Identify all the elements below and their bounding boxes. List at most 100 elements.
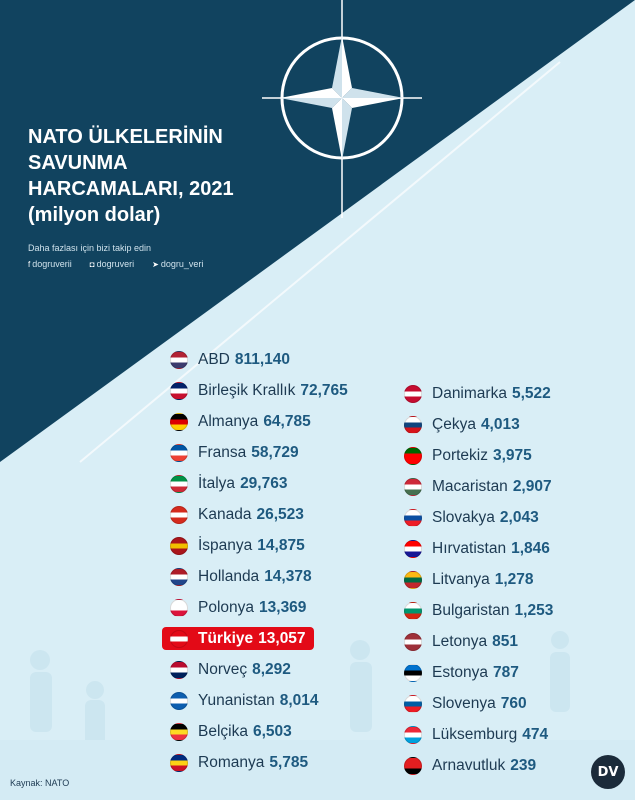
country-name: Kanada xyxy=(198,505,252,523)
table-row: İspanya 14,875 xyxy=(170,530,348,561)
flag-icon xyxy=(404,446,422,465)
flag-icon xyxy=(404,477,422,496)
country-name: Bulgaristan xyxy=(432,601,510,619)
country-name: Lüksemburg xyxy=(432,725,518,743)
country-value: 5,785 xyxy=(269,753,309,771)
country-name: Romanya xyxy=(198,753,265,771)
country-name: Fransa xyxy=(198,443,247,461)
social-facebook[interactable]: f dogruverii xyxy=(28,259,72,269)
table-row: Slovenya 760 xyxy=(404,688,553,719)
country-name: Türkiye xyxy=(198,629,254,647)
table-row: Fransa 58,729 xyxy=(170,437,348,468)
table-row: Lüksemburg 474 xyxy=(404,719,553,750)
table-row: Kanada 26,523 xyxy=(170,499,348,530)
flag-icon xyxy=(170,381,188,400)
country-value: 64,785 xyxy=(263,412,311,430)
flag-icon xyxy=(404,508,422,527)
country-value: 13,369 xyxy=(259,598,307,616)
country-name: Macaristan xyxy=(432,477,508,495)
country-name: Norveç xyxy=(198,660,248,678)
table-row: Norveç 8,292 xyxy=(170,654,348,685)
flag-icon xyxy=(170,567,188,586)
country-value: 5,522 xyxy=(511,384,551,402)
table-row: Bulgaristan 1,253 xyxy=(404,595,553,626)
flag-icon xyxy=(170,474,188,493)
flag-icon xyxy=(170,753,188,772)
country-value: 3,975 xyxy=(493,446,532,464)
social-twitter[interactable]: ➤ dogru_veri xyxy=(152,259,203,269)
country-value: 474 xyxy=(522,725,549,743)
country-value: 72,765 xyxy=(300,381,348,399)
table-row: Danimarka 5,522 xyxy=(404,378,553,409)
flag-icon xyxy=(404,384,422,403)
flag-icon xyxy=(404,539,422,558)
flag-icon xyxy=(404,725,422,744)
country-value: 811,140 xyxy=(234,350,291,368)
country-value: 239 xyxy=(510,756,537,774)
flag-icon xyxy=(170,536,188,555)
country-name: Yunanistan xyxy=(198,691,275,709)
country-value: 787 xyxy=(493,663,519,681)
flag-icon xyxy=(404,601,422,620)
title-line: SAVUNMA xyxy=(28,152,128,174)
table-row: Letonya 851 xyxy=(404,626,553,657)
dogruveri-logo: DV xyxy=(591,755,625,789)
country-name: Portekiz xyxy=(432,446,488,464)
country-name: ABD xyxy=(198,350,230,368)
flag-icon xyxy=(170,722,188,741)
table-row: Yunanistan 8,014 xyxy=(170,685,348,716)
table-row: Arnavutluk 239 xyxy=(404,750,553,781)
country-value: 851 xyxy=(492,632,519,650)
flag-icon xyxy=(404,415,422,434)
country-value: 1,846 xyxy=(511,539,550,557)
dark-panel xyxy=(0,0,635,462)
country-name: Arnavutluk xyxy=(432,756,506,774)
title-line: HARCAMALARI, 2021 xyxy=(28,178,234,200)
country-name: Danimarka xyxy=(432,384,507,402)
country-value: 8,014 xyxy=(279,691,319,709)
table-row: Almanya 64,785 xyxy=(170,406,348,437)
title-line: NATO ÜLKELERİNİN xyxy=(28,126,223,148)
country-value: 13,057 xyxy=(258,629,306,647)
country-value: 2,907 xyxy=(512,477,552,495)
table-row: Belçika 6,503 xyxy=(170,716,348,747)
country-name: Birleşik Krallık xyxy=(198,381,296,399)
chart-title: NATO ÜLKELERİNİN SAVUNMA HARCAMALARI, 20… xyxy=(28,124,268,228)
table-row: Slovakya 2,043 xyxy=(404,502,553,533)
twitter-icon: ➤ xyxy=(152,259,159,269)
table-row: Hollanda 14,378 xyxy=(170,561,348,592)
country-value: 4,013 xyxy=(480,415,520,433)
flag-icon xyxy=(170,443,188,462)
table-row: Türkiye 13,057 xyxy=(162,627,314,650)
flag-icon xyxy=(404,756,422,775)
diagonal-line xyxy=(79,61,561,463)
flag-icon xyxy=(170,629,188,648)
country-value: 1,278 xyxy=(494,570,534,588)
country-name: İtalya xyxy=(198,474,236,492)
table-row: Birleşik Krallık 72,765 xyxy=(170,375,348,406)
country-value: 58,729 xyxy=(251,443,299,461)
table-row: ABD 811,140 xyxy=(170,344,348,375)
social-instagram[interactable]: ◘ dogruveri xyxy=(90,259,134,269)
country-name: Litvanya xyxy=(432,570,490,588)
country-name: Polonya xyxy=(198,598,255,616)
country-value: 14,378 xyxy=(264,567,312,585)
flag-icon xyxy=(170,660,188,679)
flag-icon xyxy=(170,412,188,431)
country-list-right: Danimarka 5,522 Çekya 4,013 Portekiz 3,975 Mac… xyxy=(404,378,553,781)
flag-icon xyxy=(404,694,422,713)
instagram-icon: ◘ xyxy=(89,259,95,269)
table-row: Çekya 4,013 xyxy=(404,409,553,440)
facebook-handle: dogruverii xyxy=(32,259,72,269)
flag-icon xyxy=(404,570,422,589)
country-name: Belçika xyxy=(198,722,248,740)
instagram-handle: dogruveri xyxy=(96,259,135,269)
country-value: 29,763 xyxy=(240,474,288,492)
country-name: İspanya xyxy=(198,536,253,554)
country-name: Çekya xyxy=(432,415,476,433)
nato-compass-icon xyxy=(262,0,422,218)
country-value: 6,503 xyxy=(252,722,292,740)
table-row: Romanya 5,785 xyxy=(170,747,348,778)
flag-icon xyxy=(170,691,188,710)
